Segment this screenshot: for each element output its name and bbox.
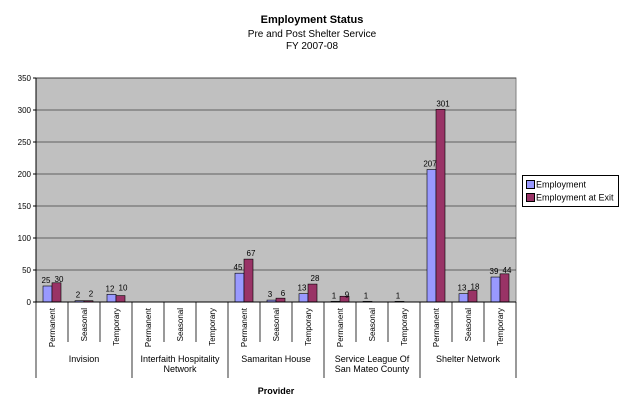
x-category-label: Temporary (496, 308, 505, 346)
bar-employment-at-exit (467, 290, 478, 303)
x-category-label: Seasonal (80, 308, 89, 342)
data-label-employment-at-exit: 44 (503, 266, 512, 275)
data-label-employment: 45 (234, 263, 243, 272)
data-label-employment: 39 (490, 267, 499, 276)
x-category-label: Permanent (432, 307, 441, 347)
x-group-label: Interfaith Hospitality (140, 354, 220, 364)
y-tick-label: 250 (18, 138, 32, 147)
data-label-employment: 25 (42, 276, 51, 285)
x-category-label: Temporary (400, 308, 409, 346)
legend-label-employment: Employment (536, 179, 587, 190)
y-tick-label: 150 (18, 202, 32, 211)
data-label-employment: 13 (458, 284, 467, 293)
x-group-label: Network (163, 364, 197, 374)
x-category-label: Seasonal (464, 308, 473, 342)
chart-title: Employment Status (261, 14, 364, 26)
x-category-label: Temporary (112, 308, 121, 346)
y-tick-label: 200 (18, 170, 32, 179)
legend-label-employment-at-exit: Employment at Exit (536, 192, 614, 203)
x-axis-title: Provider (258, 386, 295, 396)
data-label-employment-at-exit: 30 (55, 275, 64, 284)
bar-employment (298, 293, 309, 303)
data-label-employment-at-exit: 301 (436, 99, 450, 108)
data-label-employment: 12 (106, 284, 115, 293)
bar-employment-at-exit (307, 283, 318, 303)
data-label-employment-at-exit: 10 (119, 283, 128, 292)
y-tick-label: 50 (22, 266, 31, 275)
bar-employment-at-exit (51, 282, 62, 303)
x-category-label: Permanent (336, 307, 345, 347)
bar-employment-at-exit (243, 258, 254, 303)
data-label-employment-at-exit: 18 (471, 283, 480, 292)
x-category-label: Seasonal (176, 308, 185, 342)
x-category-label: Permanent (144, 307, 153, 347)
chart-subtitle: FY 2007-08 (286, 41, 339, 52)
x-category-label: Temporary (304, 308, 313, 346)
data-label-employment: 3 (268, 290, 273, 299)
x-group-label: Samaritan House (241, 354, 311, 364)
x-group-label: San Mateo County (335, 364, 410, 374)
chart-subtitle: Pre and Post Shelter Service (248, 29, 377, 40)
x-category-label: Temporary (208, 308, 217, 346)
data-label-employment-at-exit: 67 (247, 249, 256, 258)
bar-employment (106, 294, 117, 303)
bar-employment-at-exit (115, 295, 126, 303)
x-category-label: Seasonal (368, 308, 377, 342)
data-label-employment-at-exit: 2 (89, 290, 94, 299)
x-category-label: Permanent (240, 307, 249, 347)
data-label-employment: 207 (423, 160, 437, 169)
x-group-label: Service League Of (335, 354, 410, 364)
x-category-label: Seasonal (272, 308, 281, 342)
data-label-employment: 2 (76, 291, 81, 300)
x-category-label: Permanent (48, 307, 57, 347)
y-tick-label: 350 (18, 74, 32, 83)
data-label-employment-at-exit: 28 (311, 274, 320, 283)
y-tick-label: 0 (27, 298, 32, 307)
bar-employment-at-exit (499, 273, 510, 303)
data-label-employment-at-exit: 9 (345, 290, 350, 299)
legend: Employment Employment at Exit (522, 175, 619, 207)
legend-item-employment: Employment (526, 178, 586, 190)
data-label-employment: 13 (298, 284, 307, 293)
bar-employment (458, 293, 469, 303)
data-label-employment-at-exit: 6 (281, 289, 286, 298)
legend-item-employment-at-exit: Employment at Exit (526, 191, 614, 203)
x-group-label: Invision (69, 354, 100, 364)
bar-employment (490, 276, 501, 303)
y-tick-label: 300 (18, 106, 32, 115)
x-group-label: Shelter Network (436, 354, 501, 364)
y-tick-label: 100 (18, 234, 32, 243)
data-label-employment: 1 (396, 291, 401, 300)
bar-employment-at-exit (275, 297, 286, 303)
data-label-employment: 1 (332, 291, 337, 300)
data-label-employment: 1 (364, 291, 369, 300)
bar-employment (234, 272, 245, 303)
legend-swatch-employment-at-exit (526, 193, 535, 203)
bar-employment-at-exit (435, 109, 446, 303)
bar-employment (426, 169, 437, 303)
bar-employment (42, 285, 53, 303)
legend-swatch-employment (526, 180, 535, 190)
